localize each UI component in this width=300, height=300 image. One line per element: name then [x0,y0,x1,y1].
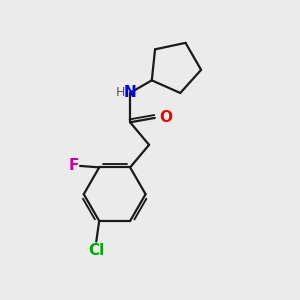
Text: H: H [116,86,125,99]
Text: Cl: Cl [88,243,104,258]
Text: N: N [124,85,136,100]
Text: O: O [159,110,172,125]
Text: F: F [68,158,79,173]
